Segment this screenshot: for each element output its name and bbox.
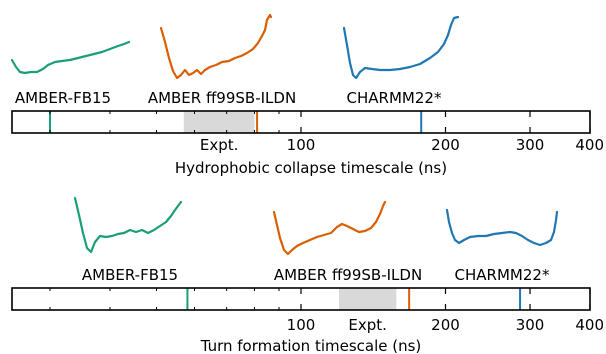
profile-ff99sb-collapse	[159, 13, 273, 80]
timeline-panel-turn: 100 200 300 400 Expt. AMBER-FB15 AMBER ff99SB-…	[11, 266, 604, 354]
profiles-bottom	[73, 196, 559, 256]
tick-label: 300	[516, 136, 545, 154]
model-label: AMBER ff99SB-ILDN	[274, 266, 422, 284]
tick-label: 200	[431, 316, 460, 334]
profiles-top	[10, 13, 460, 80]
profile-ff99sb-turn	[272, 200, 387, 256]
tick-label: 400	[575, 316, 604, 334]
expt-label: Expt.	[200, 136, 239, 154]
expt-band	[183, 111, 255, 133]
profile-charmm-collapse	[342, 15, 460, 80]
model-label: AMBER-FB15	[15, 89, 111, 107]
model-label: AMBER-FB15	[82, 266, 178, 284]
profile-amber-fb15-collapse	[10, 40, 131, 75]
expt-band	[339, 288, 397, 310]
timeline-panel-collapse: 100 200 300 400 Expt. AMBER-FB15 AMBER ff99SB-…	[11, 89, 604, 177]
model-label: AMBER ff99SB-ILDN	[148, 89, 296, 107]
model-label: CHARMM22*	[455, 266, 550, 284]
tick-label: 100	[287, 136, 316, 154]
tick-label: 100	[287, 316, 316, 334]
tick-label: 200	[431, 136, 460, 154]
x-axis-label: Turn formation timescale (ns)	[200, 337, 422, 354]
model-label: CHARMM22*	[347, 89, 442, 107]
profile-amber-fb15-turn	[73, 196, 183, 254]
profile-charmm-turn	[445, 208, 559, 247]
x-axis-label: Hydrophobic collapse timescale (ns)	[175, 159, 447, 177]
tick-label: 300	[516, 316, 545, 334]
expt-label: Expt.	[348, 316, 387, 334]
tick-label: 400	[575, 136, 604, 154]
